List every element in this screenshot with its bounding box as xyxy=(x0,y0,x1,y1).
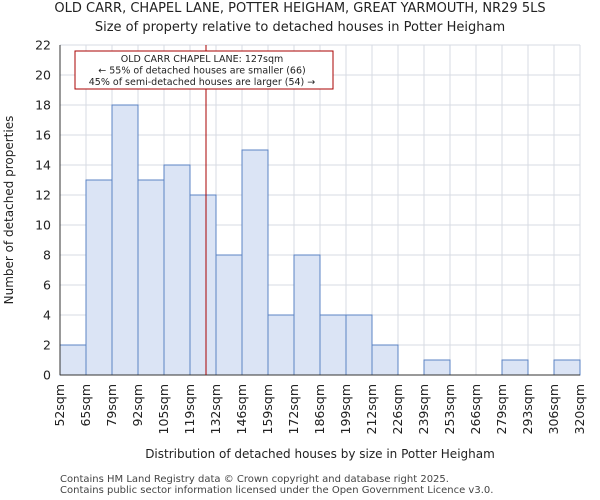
y-tick-label: 20 xyxy=(35,68,51,83)
x-tick-label: 159sqm xyxy=(260,384,275,434)
bar xyxy=(215,254,243,376)
bar xyxy=(241,149,269,376)
chart-subtitle: Size of property relative to detached ho… xyxy=(94,20,506,35)
annotation-box xyxy=(74,50,334,90)
footer-copyright: Contains HM Land Registry data © Crown c… xyxy=(60,474,449,485)
bar xyxy=(371,344,399,376)
y-tick-label: 18 xyxy=(35,98,51,113)
x-tick-label: 146sqm xyxy=(234,384,249,434)
y-tick-label: 12 xyxy=(35,188,51,203)
axes xyxy=(59,45,580,376)
x-tick-label: 306sqm xyxy=(546,384,561,434)
bar xyxy=(85,179,113,376)
y-tick-label: 0 xyxy=(43,368,51,383)
bar xyxy=(59,344,87,376)
annotation-line: ← 55% of detached houses are smaller (66… xyxy=(98,66,305,77)
y-ticks: 0 2 4 6 8 10 12 14 16 18 20 22 xyxy=(35,38,51,383)
x-tick-label: 119sqm xyxy=(182,384,197,434)
x-tick-label: 172sqm xyxy=(286,384,301,434)
y-tick-label: 10 xyxy=(35,218,51,233)
bars xyxy=(59,104,581,376)
property-marker: OLD CARR CHAPEL LANE: 127sqm← 55% of det… xyxy=(74,45,334,375)
bar xyxy=(345,314,373,376)
y-tick-label: 2 xyxy=(43,338,51,353)
bar xyxy=(111,104,139,376)
y-tick-label: 4 xyxy=(43,308,51,323)
histogram-chart: 0 2 4 6 8 10 12 14 16 18 20 22 52sqm 65sqm 79sqm 92sqm… xyxy=(2,38,587,462)
x-tick-label: 92sqm xyxy=(130,384,145,427)
y-tick-label: 6 xyxy=(43,278,51,293)
bar xyxy=(553,359,581,376)
bar xyxy=(319,314,347,376)
x-tick-label: 65sqm xyxy=(78,384,93,427)
annotation-line: 45% of semi-detached houses are larger (… xyxy=(89,77,316,88)
x-tick-label: 253sqm xyxy=(442,384,457,434)
x-axis-label: Distribution of detached houses by size … xyxy=(145,447,495,461)
y-tick-label: 8 xyxy=(43,248,51,263)
x-tick-label: 105sqm xyxy=(156,384,171,434)
bar xyxy=(501,359,529,376)
bar xyxy=(423,359,451,376)
x-tick-label: 279sqm xyxy=(494,384,509,434)
x-tick-label: 320sqm xyxy=(572,384,587,434)
x-tick-label: 199sqm xyxy=(338,384,353,434)
x-tick-label: 266sqm xyxy=(468,384,483,434)
y-tick-label: 14 xyxy=(35,158,51,173)
x-tick-label: 226sqm xyxy=(390,384,405,434)
bar xyxy=(189,194,217,376)
x-tick-label: 293sqm xyxy=(520,384,535,434)
chart-title: OLD CARR, CHAPEL LANE, POTTER HEIGHAM, G… xyxy=(54,1,546,16)
y-tick-label: 16 xyxy=(35,128,51,143)
footer-licence: Contains public sector information licen… xyxy=(60,485,494,496)
annotation-line: OLD CARR CHAPEL LANE: 127sqm xyxy=(121,54,283,65)
y-axis-label: Number of detached properties xyxy=(2,116,16,305)
x-tick-label: 212sqm xyxy=(364,384,379,434)
x-tick-label: 52sqm xyxy=(52,384,67,427)
bar xyxy=(267,314,295,376)
bar xyxy=(137,179,165,376)
x-tick-label: 186sqm xyxy=(312,384,327,434)
bar xyxy=(163,164,191,376)
x-tick-label: 132sqm xyxy=(208,384,223,434)
x-tick-label: 239sqm xyxy=(416,384,431,434)
y-tick-label: 22 xyxy=(35,38,51,53)
bar xyxy=(293,254,321,376)
x-tick-label: 79sqm xyxy=(104,384,119,427)
x-ticks: 52sqm 65sqm 79sqm 92sqm 105sqm 119sqm 132sqm 14… xyxy=(52,384,587,434)
